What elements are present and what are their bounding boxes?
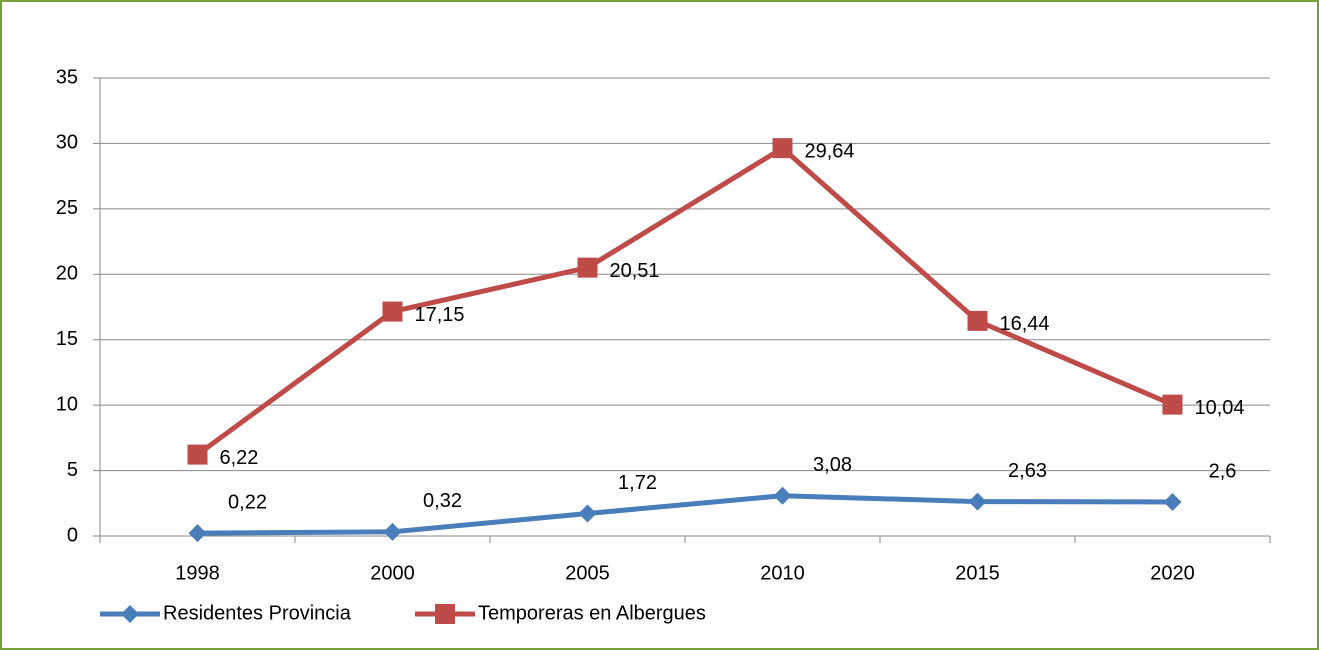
marker	[383, 522, 402, 541]
legend-label: Temporeras en Albergues	[478, 602, 706, 624]
marker	[772, 138, 793, 159]
data-label: 3,08	[813, 454, 852, 476]
marker	[577, 257, 598, 278]
data-label: 10,04	[1195, 397, 1245, 419]
x-tick-label: 1998	[175, 562, 220, 584]
line	[196, 145, 1174, 457]
data-label: 1,72	[618, 472, 657, 494]
x-tick-label: 2015	[955, 562, 1000, 584]
y-tick-label: 10	[56, 393, 78, 415]
legend-marker	[435, 604, 455, 624]
data-label: 16,44	[1000, 313, 1050, 335]
data-label: 2,63	[1008, 460, 1047, 482]
legend-label: Residentes Provincia	[163, 602, 352, 624]
y-tick-label: 0	[67, 524, 78, 546]
marker	[968, 492, 987, 511]
x-tick-label: 2000	[370, 562, 415, 584]
y-tick-label: 35	[56, 66, 78, 88]
line	[197, 493, 1173, 536]
data-label: 20,51	[610, 260, 660, 282]
marker	[187, 444, 208, 465]
marker	[773, 486, 792, 505]
data-label: 0,22	[228, 491, 267, 513]
data-label: 2,6	[1209, 460, 1237, 482]
x-tick-label: 2020	[1150, 562, 1195, 584]
data-label: 17,15	[415, 304, 465, 326]
marker	[1163, 492, 1182, 511]
data-label: 29,64	[805, 140, 855, 162]
y-tick-label: 15	[56, 328, 78, 350]
y-tick-label: 25	[56, 197, 78, 219]
x-tick-label: 2010	[760, 562, 805, 584]
y-tick-label: 20	[56, 263, 78, 285]
data-label: 6,22	[220, 447, 259, 469]
marker	[188, 524, 207, 543]
marker	[382, 301, 403, 322]
legend-marker	[121, 605, 139, 623]
data-label: 0,32	[423, 490, 462, 512]
y-tick-label: 30	[56, 132, 78, 154]
marker	[1162, 394, 1183, 415]
y-tick-label: 5	[67, 459, 78, 481]
x-tick-label: 2005	[565, 562, 610, 584]
marker	[967, 310, 988, 331]
marker	[578, 504, 597, 523]
